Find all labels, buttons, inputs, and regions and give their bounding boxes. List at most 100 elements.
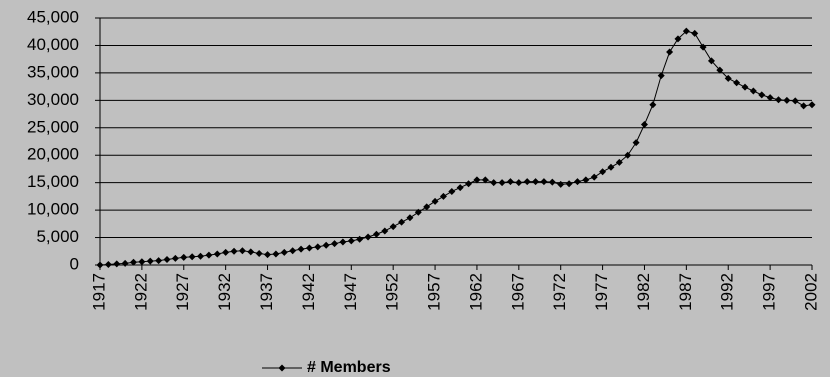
point	[197, 252, 205, 260]
point	[104, 260, 112, 268]
point	[766, 94, 774, 102]
y-tick-label: 25,000	[27, 117, 79, 136]
point	[473, 176, 481, 184]
point	[523, 178, 531, 186]
point	[649, 101, 657, 109]
point	[381, 227, 389, 235]
point	[573, 178, 581, 186]
y-tick-label: 35,000	[27, 62, 79, 81]
point	[264, 251, 272, 259]
point	[490, 179, 498, 187]
point	[707, 57, 715, 65]
x-tick-label: 1982	[634, 273, 653, 311]
point	[297, 245, 305, 253]
point	[590, 173, 598, 181]
point	[255, 249, 263, 257]
point	[213, 250, 221, 258]
point	[431, 197, 439, 205]
point	[699, 43, 707, 51]
point	[532, 178, 540, 186]
point	[615, 158, 623, 166]
point	[305, 244, 313, 252]
point	[582, 176, 590, 184]
x-tick-label: 1932	[215, 273, 234, 311]
point	[222, 248, 230, 256]
point	[448, 187, 456, 195]
point	[749, 87, 757, 95]
point	[280, 248, 288, 256]
point	[498, 179, 506, 187]
point	[691, 29, 699, 37]
x-tick-label: 1927	[173, 273, 192, 311]
point	[205, 251, 213, 259]
point	[758, 91, 766, 99]
x-tick-label: 1942	[299, 273, 318, 311]
point	[163, 256, 171, 264]
x-tick-label: 2002	[801, 273, 820, 311]
point	[322, 241, 330, 249]
x-tick-label: 1977	[592, 273, 611, 311]
legend-marker	[278, 364, 286, 372]
point	[515, 179, 523, 187]
y-tick-label: 5,000	[36, 227, 79, 246]
point	[113, 260, 121, 268]
y-tick-label: 0	[70, 254, 79, 273]
point	[724, 74, 732, 82]
point	[289, 247, 297, 255]
y-tick-label: 15,000	[27, 172, 79, 191]
point	[188, 253, 196, 261]
point	[465, 180, 473, 188]
point	[423, 203, 431, 211]
point	[682, 27, 690, 35]
point	[146, 257, 154, 265]
x-tick-label: 1997	[760, 273, 779, 311]
point	[347, 237, 355, 245]
point	[565, 180, 573, 188]
point	[733, 79, 741, 87]
point	[808, 101, 816, 109]
point	[331, 240, 339, 248]
series-line	[99, 30, 813, 266]
point	[456, 184, 464, 192]
point	[96, 261, 104, 269]
y-tick-label: 40,000	[27, 35, 79, 54]
y-tick-label: 20,000	[27, 145, 79, 164]
point	[230, 247, 238, 255]
point	[624, 151, 632, 159]
point	[607, 163, 615, 171]
point	[314, 243, 322, 251]
point	[339, 238, 347, 246]
point	[640, 120, 648, 128]
point	[666, 48, 674, 56]
y-tick-label: 10,000	[27, 200, 79, 219]
point	[741, 83, 749, 91]
point	[506, 178, 514, 186]
point	[674, 35, 682, 43]
point	[557, 180, 565, 188]
x-tick-label: 1962	[466, 273, 485, 311]
point	[247, 248, 255, 256]
point	[372, 230, 380, 238]
y-tick-label: 30,000	[27, 90, 79, 109]
x-tick-label: 1937	[257, 273, 276, 311]
x-tick-label: 1947	[341, 273, 360, 311]
point	[130, 258, 138, 266]
point	[791, 97, 799, 105]
point	[414, 208, 422, 216]
point	[272, 250, 280, 258]
point	[389, 223, 397, 231]
point	[657, 72, 665, 80]
point	[716, 66, 724, 74]
point	[439, 192, 447, 200]
x-tick-label: 1917	[89, 273, 108, 311]
point	[774, 96, 782, 104]
x-tick-label: 1972	[550, 273, 569, 311]
x-tick-label: 1952	[383, 273, 402, 311]
point	[481, 176, 489, 184]
point	[548, 178, 556, 186]
point	[800, 102, 808, 110]
x-tick-label: 1967	[508, 273, 527, 311]
point	[356, 235, 364, 243]
point	[121, 259, 129, 267]
